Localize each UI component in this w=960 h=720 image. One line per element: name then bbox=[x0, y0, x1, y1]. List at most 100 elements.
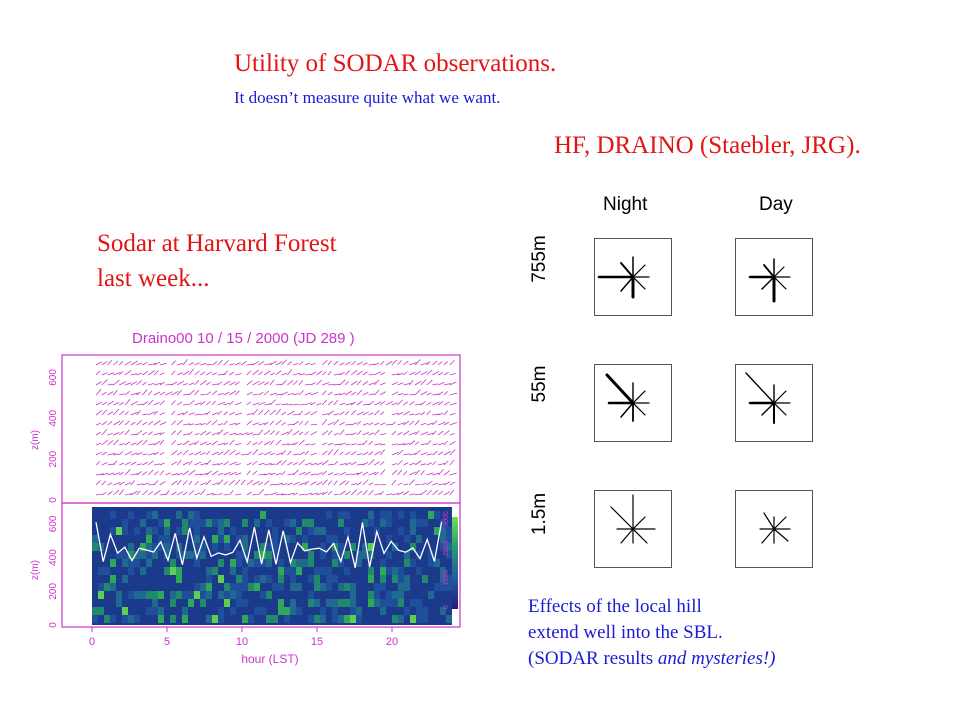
y-tick-label: 200 bbox=[48, 450, 59, 467]
heatmap-cell bbox=[296, 527, 302, 535]
wind-barb bbox=[316, 370, 323, 376]
heatmap-cell bbox=[146, 543, 152, 551]
heatmap-cell bbox=[332, 615, 338, 623]
wind-barb bbox=[148, 411, 156, 416]
wind-barb bbox=[374, 379, 380, 386]
heatmap-cell bbox=[104, 567, 110, 575]
wind-barb bbox=[130, 360, 138, 366]
wind-barb bbox=[246, 470, 251, 476]
wind-barb bbox=[443, 430, 450, 436]
wind-barb bbox=[252, 442, 258, 446]
heatmap-cell bbox=[218, 559, 224, 567]
heatmap-cell bbox=[272, 551, 278, 559]
heatmap-cell bbox=[146, 551, 152, 559]
wind-barb bbox=[136, 410, 141, 416]
wind-barb bbox=[275, 383, 283, 386]
heatmap-cell bbox=[338, 519, 344, 527]
heatmap-cell bbox=[122, 551, 128, 559]
wind-barb bbox=[345, 361, 351, 366]
wind-barb bbox=[310, 443, 316, 446]
heatmap-cell bbox=[182, 591, 188, 599]
wind-barb bbox=[333, 473, 339, 476]
heatmap-cell bbox=[236, 599, 242, 607]
wind-barb bbox=[443, 440, 448, 446]
heatmap-cell bbox=[140, 567, 146, 575]
wind-barb bbox=[333, 419, 339, 426]
heatmap-cell bbox=[128, 543, 134, 551]
heatmap-cell bbox=[398, 591, 404, 599]
heatmap-cell bbox=[158, 607, 164, 615]
heatmap-cell bbox=[392, 575, 398, 583]
wind-barb bbox=[235, 452, 241, 456]
wind-barb bbox=[287, 423, 294, 426]
heatmap-cell bbox=[116, 551, 122, 559]
wind-barb bbox=[252, 361, 260, 366]
wind-barb bbox=[368, 393, 375, 396]
wind-barb bbox=[351, 443, 357, 446]
wind-barb bbox=[101, 451, 107, 456]
heatmap-cell bbox=[134, 527, 140, 535]
wind-barb bbox=[432, 371, 440, 376]
effects-line2: extend well into the SBL. bbox=[528, 622, 723, 643]
heatmap-cell bbox=[290, 567, 296, 575]
wind-barb bbox=[449, 359, 455, 366]
wind-barb bbox=[356, 420, 362, 426]
wind-barb bbox=[391, 492, 400, 496]
effects-line1: Effects of the local hill bbox=[528, 596, 702, 617]
wind-barb bbox=[374, 362, 380, 366]
wind-barb bbox=[182, 461, 190, 466]
wind-barb bbox=[420, 489, 428, 496]
wind-barb bbox=[408, 479, 415, 486]
heatmap-cell bbox=[314, 599, 320, 607]
heatmap-cell bbox=[140, 551, 146, 559]
wind-barb bbox=[101, 480, 107, 486]
heatmap-cell bbox=[260, 511, 266, 519]
heatmap-cell bbox=[416, 599, 422, 607]
wind-barb bbox=[368, 400, 375, 406]
heatmap-cell bbox=[380, 599, 386, 607]
wind-barb bbox=[321, 460, 329, 466]
heatmap-cell bbox=[110, 559, 116, 567]
wind-barb bbox=[136, 380, 142, 386]
wind-barb bbox=[362, 362, 368, 366]
wind-barb bbox=[304, 443, 311, 446]
wind-barb bbox=[177, 363, 183, 366]
wind-barb bbox=[223, 411, 229, 416]
heatmap-cell bbox=[434, 511, 440, 519]
wind-barb bbox=[374, 461, 380, 466]
wind-barb bbox=[119, 443, 125, 446]
heatmap-cell bbox=[224, 535, 230, 543]
wind-barb bbox=[374, 410, 380, 416]
wind-barb bbox=[107, 432, 113, 436]
heatmap-cell bbox=[182, 551, 188, 559]
wind-barb bbox=[182, 370, 190, 376]
wind-barb bbox=[437, 400, 444, 406]
wind-barb bbox=[211, 390, 218, 396]
wind-barb bbox=[333, 443, 342, 446]
heatmap-cell bbox=[206, 567, 212, 575]
wind-barb bbox=[316, 472, 323, 476]
wind-barb bbox=[397, 482, 403, 486]
wind-barb bbox=[316, 492, 325, 496]
wind-barb bbox=[147, 399, 154, 406]
wind-barb bbox=[258, 440, 263, 446]
wind-barb bbox=[281, 411, 287, 416]
wind-barb bbox=[194, 402, 202, 406]
heatmap-cell bbox=[350, 543, 356, 551]
heatmap-cell bbox=[242, 567, 248, 575]
wind-barb bbox=[240, 432, 249, 436]
wind-barb bbox=[420, 411, 426, 416]
wind-barb bbox=[101, 372, 108, 376]
heatmap-cell bbox=[200, 599, 206, 607]
wind-barb bbox=[403, 393, 409, 396]
wind-barb bbox=[403, 462, 409, 466]
wind-barb bbox=[153, 470, 159, 476]
heatmap-cell bbox=[164, 543, 170, 551]
wind-barb bbox=[147, 460, 154, 466]
heatmap-cell bbox=[308, 591, 314, 599]
wind-barb bbox=[397, 459, 403, 466]
wind-barb bbox=[339, 371, 345, 376]
wind-barb bbox=[426, 453, 432, 456]
wind-barb bbox=[403, 442, 410, 446]
y-axis-label-lower: z(m) bbox=[30, 560, 41, 580]
